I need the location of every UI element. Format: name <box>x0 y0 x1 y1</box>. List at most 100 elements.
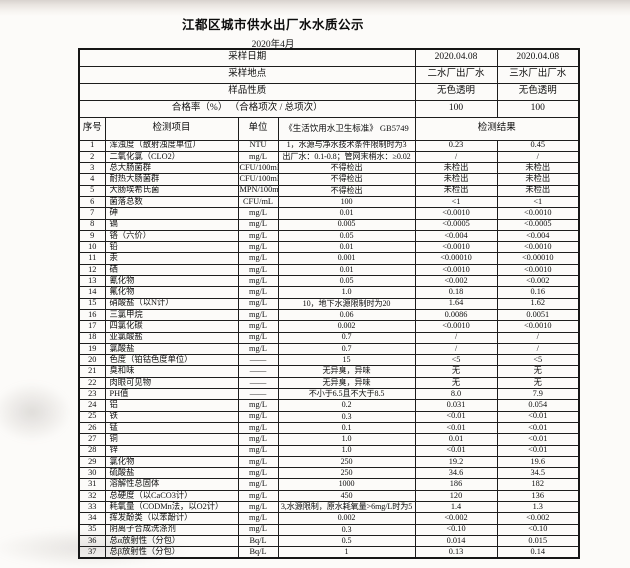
table-row: 11 汞 mg/L 0.001 <0.00010 <0.00010 <box>78 252 580 265</box>
result-plant2-cell: <0.002 <box>414 512 498 525</box>
result-plant3-cell: 0.45 <box>496 139 580 152</box>
result-plant2-cell: 0.01 <box>414 433 498 446</box>
standard-cell: 出厂水：0.1-0.8；管网末梢水：≥0.02 <box>277 150 416 164</box>
item-cell: 溶解性总固体 <box>104 478 239 491</box>
standard-cell: 不得检出 <box>277 184 416 197</box>
table-row: 10 铅 mg/L 0.01 <0.0010 <0.0010 <box>78 241 580 254</box>
seq-cell: 18 <box>78 331 106 344</box>
standard-cell: 0.3 <box>277 523 416 536</box>
table-row: 35 阴离子合成洗涤剂 mg/L 0.3 <0.10 <0.10 <box>78 523 580 536</box>
result-plant3-cell: <0.0010 <box>496 207 580 220</box>
result-plant2-cell: 无 <box>414 376 498 390</box>
item-cell: 铝 <box>104 399 239 412</box>
item-cell: PH值 <box>104 388 239 401</box>
item-cell: 菌落总数 <box>104 195 239 209</box>
result-plant3-cell: 182 <box>496 478 580 491</box>
result-plant3-cell: <0.01 <box>496 410 580 423</box>
table-row: 19 氯酸盐 mg/L 0.7 / / <box>78 342 580 356</box>
unit-cell: mg/L <box>237 308 279 322</box>
result-plant2-cell: <0.01 <box>414 444 498 457</box>
col-header-item: 检测项目 <box>104 116 239 141</box>
result-plant3-cell: 34.5 <box>496 467 580 480</box>
table-row: 17 四氯化碳 mg/L 0.002 <0.0010 <0.0010 <box>78 320 580 333</box>
seq-cell: 16 <box>78 308 106 322</box>
seq-cell: 24 <box>78 399 106 412</box>
standard-cell: 450 <box>277 489 416 503</box>
table-row: 12 硒 mg/L 0.01 <0.0010 <0.0010 <box>78 263 580 277</box>
result-plant2-cell: / <box>414 150 498 164</box>
result-plant3-cell: / <box>496 331 580 344</box>
unit-cell: mg/L <box>237 252 279 265</box>
table-row: 6 菌落总数 CFU/mL 100 <1 <1 <box>78 195 580 209</box>
info-plant3-cell: 2020.04.08 <box>496 48 580 67</box>
item-cell: 总α放射性（分包） <box>104 534 239 548</box>
seq-cell: 27 <box>78 433 106 446</box>
standard-cell: 1.0 <box>277 444 416 457</box>
result-plant2-cell: 1.4 <box>414 500 498 514</box>
seq-cell: 17 <box>78 320 106 333</box>
result-plant2-cell: / <box>414 342 498 356</box>
item-cell: 铬（六价） <box>104 229 239 243</box>
result-plant2-cell: 未检出 <box>414 162 498 175</box>
result-plant2-cell: 0.014 <box>414 534 498 548</box>
item-cell: 臭和味 <box>104 365 239 378</box>
item-cell: 色度（铂钴色度单位） <box>104 354 239 367</box>
table-row: 22 肉眼可见物 —— 无异臭，异味 无 无 <box>78 376 580 390</box>
item-cell: 氯酸盐 <box>104 342 239 356</box>
unit-cell: mg/L <box>237 455 279 469</box>
seq-cell: 3 <box>78 162 106 175</box>
table-row: 30 硫酸盐 mg/L 250 34.6 34.5 <box>78 467 580 480</box>
result-plant3-cell: 0.054 <box>496 399 580 412</box>
result-plant3-cell: <0.0005 <box>496 218 580 231</box>
result-plant3-cell: 0.0051 <box>496 308 580 322</box>
result-plant3-cell: / <box>496 150 580 164</box>
standard-cell: 250 <box>277 455 416 469</box>
seq-cell: 9 <box>78 229 106 243</box>
seq-cell: 2 <box>78 150 106 164</box>
seq-cell: 36 <box>78 534 106 548</box>
result-plant3-cell: <0.00010 <box>496 252 580 265</box>
standard-cell: 0.5 <box>277 534 416 548</box>
unit-cell: —— <box>237 354 279 367</box>
info-label-cell: 合格率（%） （合格项次 / 总项次） <box>78 99 416 118</box>
unit-cell: CFU/100mL <box>237 173 279 186</box>
seq-cell: 20 <box>78 354 106 367</box>
table-row: 1 浑浊度（散射浊度单位） NTU 1，水源与净水技术条件限制时为3 0.23 … <box>78 139 580 152</box>
result-plant2-cell: <0.10 <box>414 523 498 536</box>
item-cell: 铅 <box>104 241 239 254</box>
info-label-cell: 采样地点 <box>78 65 416 84</box>
result-plant3-cell: <0.01 <box>496 421 580 435</box>
table-row: 20 色度（铂钴色度单位） —— 15 <5 <5 <box>78 354 580 367</box>
standard-cell: 1000 <box>277 478 416 491</box>
unit-cell: NTU <box>237 139 279 152</box>
table-row: 36 总α放射性（分包） Bq/L 0.5 0.014 0.015 <box>78 534 580 548</box>
standard-cell: 0.002 <box>277 320 416 333</box>
item-cell: 二氧化氯（CLO2） <box>104 150 239 164</box>
result-plant2-cell: 34.6 <box>414 467 498 480</box>
standard-cell: 0.7 <box>277 331 416 344</box>
item-cell: 浑浊度（散射浊度单位） <box>104 139 239 152</box>
result-plant2-cell: <0.0005 <box>414 218 498 231</box>
unit-cell: mg/L <box>237 444 279 457</box>
result-plant2-cell: <0.01 <box>414 410 498 423</box>
unit-cell: CFU/mL <box>237 195 279 209</box>
result-plant2-cell: 19.2 <box>414 455 498 469</box>
seq-cell: 32 <box>78 489 106 503</box>
unit-cell: mg/L <box>237 478 279 491</box>
result-plant3-cell: <0.0010 <box>496 241 580 254</box>
column-header-row: 序号 检测项目 单位 《生活饮用水卫生标准》 GB5749 检测结果 <box>78 116 580 141</box>
result-plant3-cell: 未检出 <box>496 162 580 175</box>
table-row: 7 砷 mg/L 0.01 <0.0010 <0.0010 <box>78 207 580 220</box>
page-title: 江都区城市供水出厂水水质公示 <box>181 18 364 32</box>
table-row: 26 锰 mg/L 0.1 <0.01 <0.01 <box>78 421 580 435</box>
item-cell: 耗氧量（CODMn法，以O2计） <box>104 500 239 514</box>
seq-cell: 19 <box>78 342 106 356</box>
table-row: 29 氯化物 mg/L 250 19.2 19.6 <box>78 455 580 469</box>
table-row: 33 耗氧量（CODMn法，以O2计） mg/L 3,水源限制，原水耗氧量>6m… <box>78 500 580 514</box>
seq-cell: 13 <box>78 275 106 288</box>
seq-cell: 12 <box>78 263 106 277</box>
item-cell: 阴离子合成洗涤剂 <box>104 523 239 536</box>
item-cell: 汞 <box>104 252 239 265</box>
water-quality-table: 采样日期 2020.04.08 2020.04.08 采样地点 二水厂出厂水 三… <box>78 48 581 559</box>
col-header-seq: 序号 <box>78 116 106 141</box>
